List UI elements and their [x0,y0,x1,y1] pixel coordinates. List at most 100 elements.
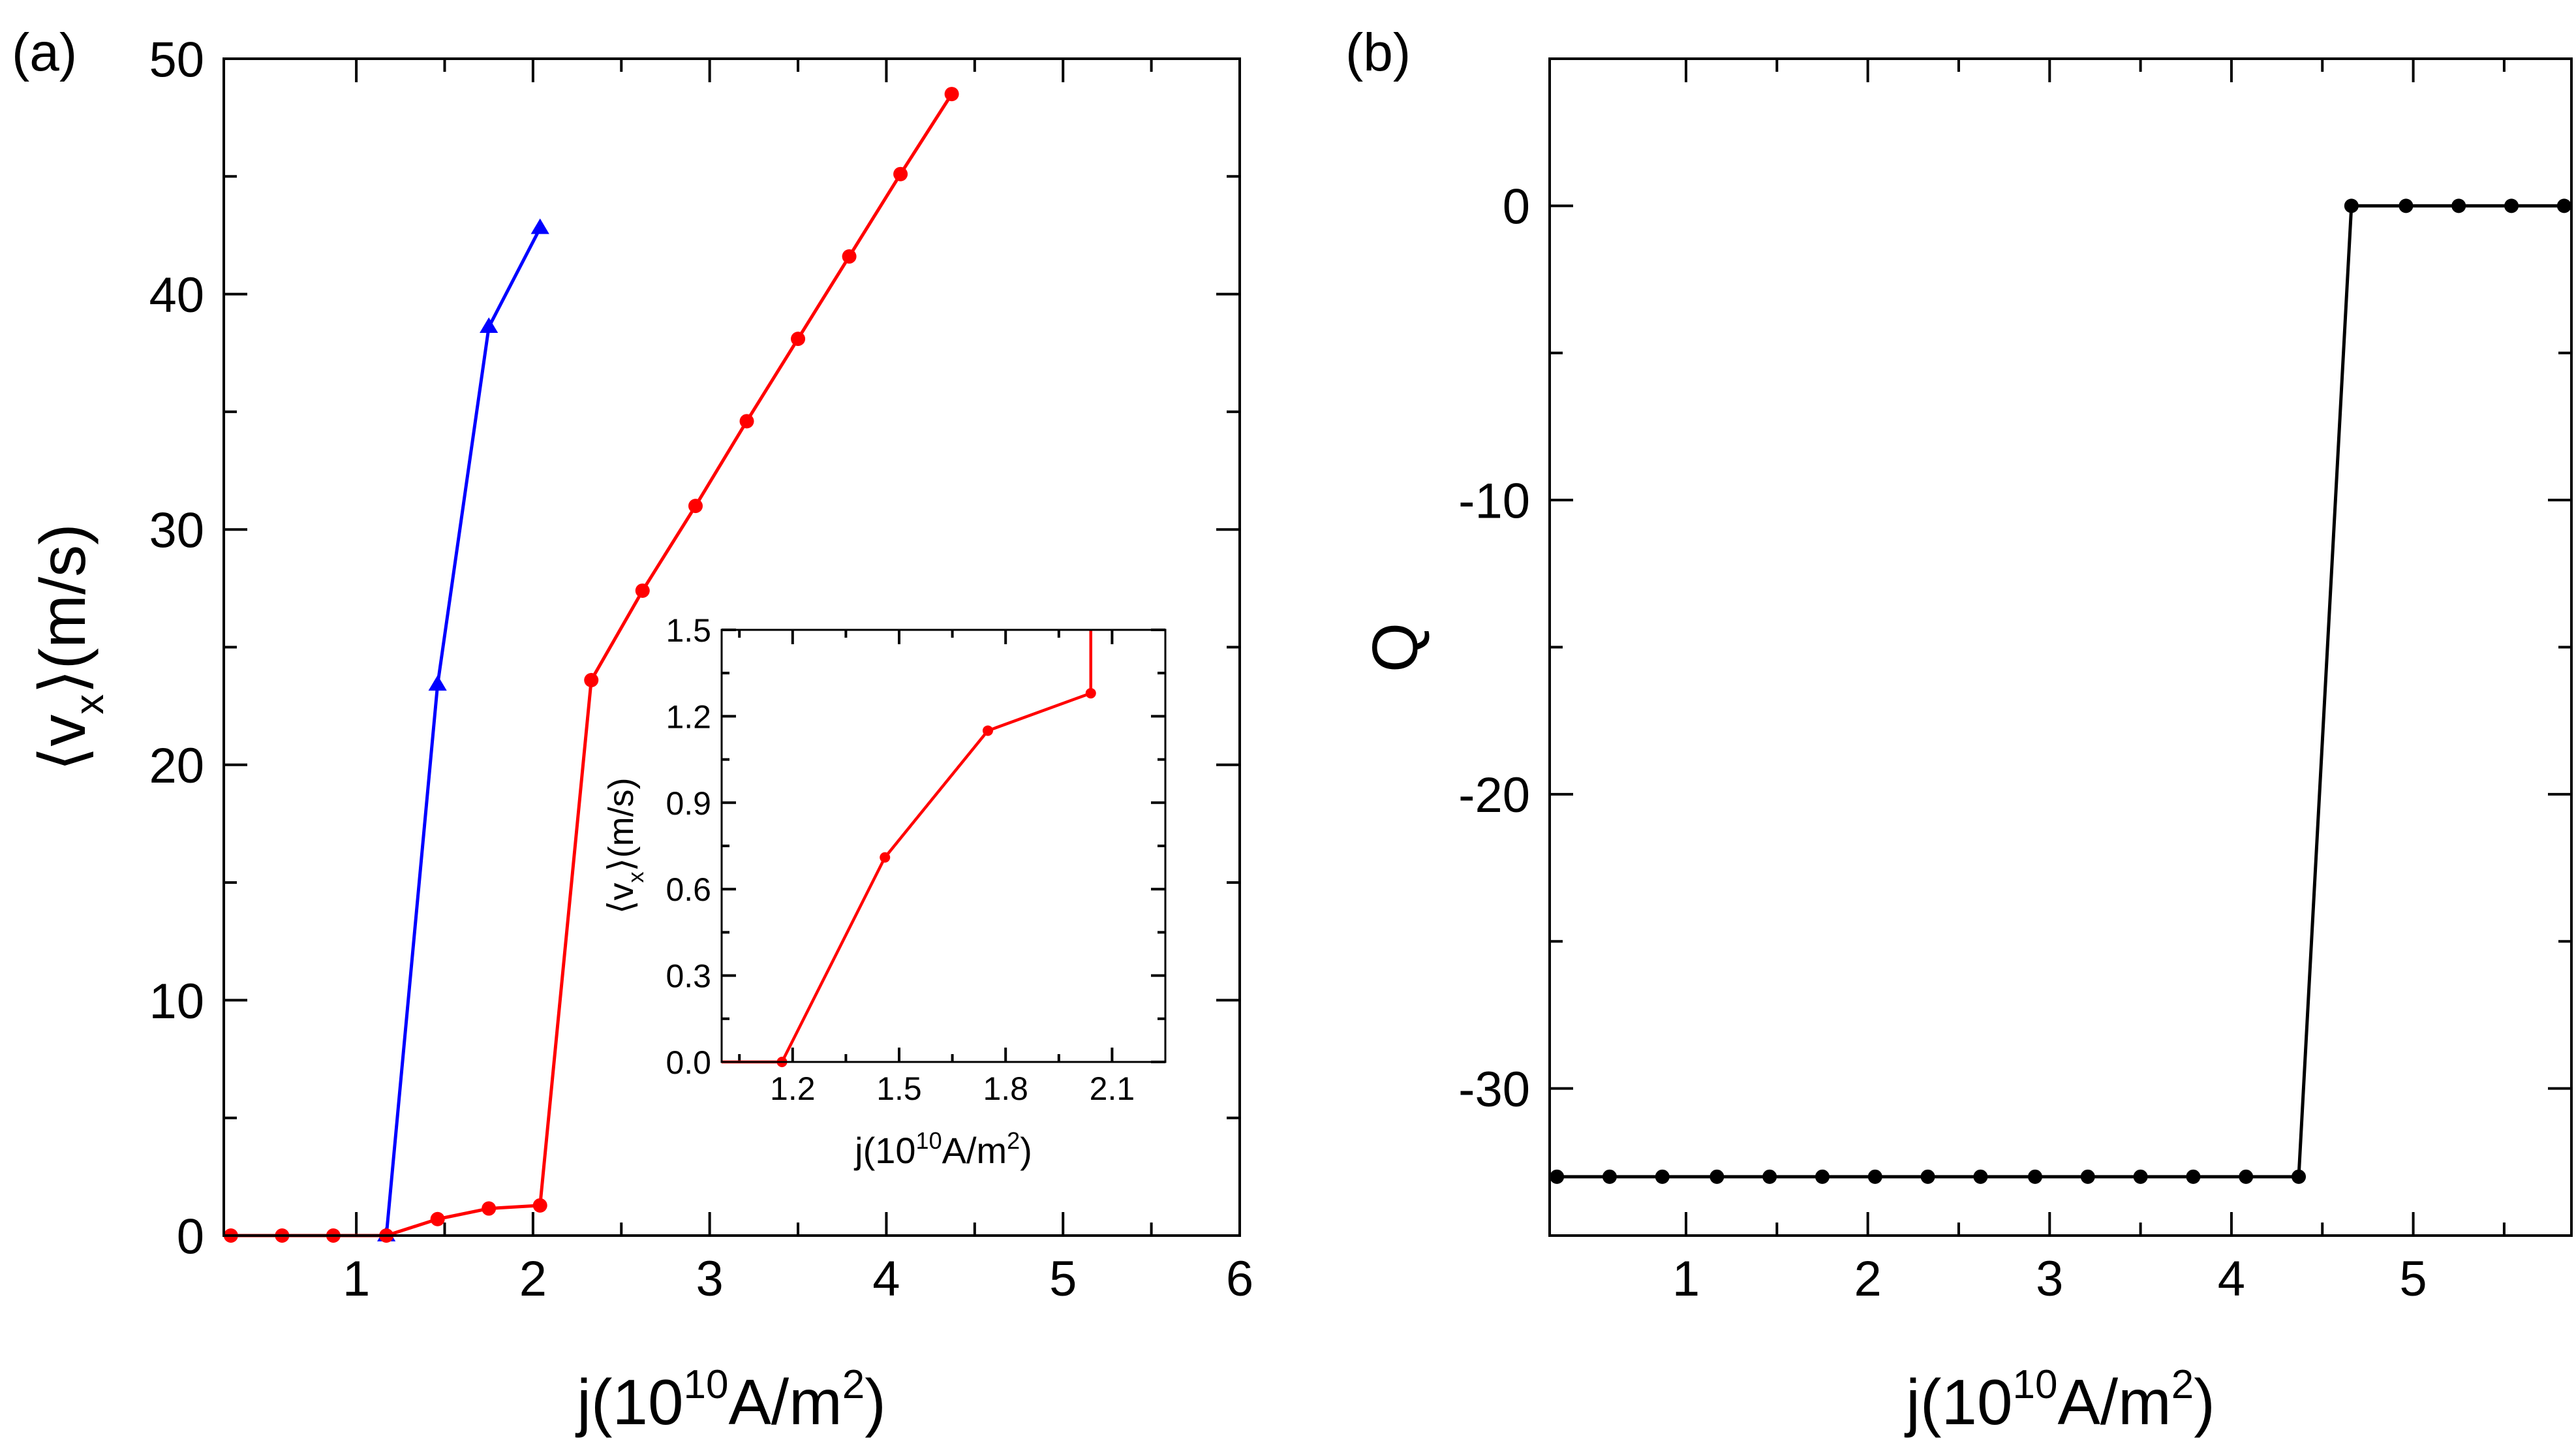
panel-a-ytick-label: 10 [149,974,204,1029]
panel-b-Q-line [1557,204,2564,1179]
panel-b-Q-point [2239,1169,2254,1184]
panel-b-Q-point [1602,1169,1617,1184]
panel-b-ylabel: Q [1359,623,1431,672]
panel-b-Q-point [2292,1169,2307,1184]
inset-red-point [1085,688,1096,699]
inset-ytick-label: 0.6 [666,871,711,908]
panel-a-xtick-label: 5 [1049,1251,1077,1307]
inset-xtick-label: 2.1 [1090,1070,1135,1107]
panel-b-Q-point [2451,198,2466,213]
panel-a-red-point [688,499,703,514]
panel-a-frame [222,57,1241,1237]
inset-xlabel: j(1010A/m2) [853,1127,1032,1171]
panel-a-ylabel-rb: ⟩(m/s) [27,523,99,694]
panel-a-xlabel-end: ) [865,1366,886,1438]
panel-a-xtick-label: 3 [696,1251,724,1307]
inset-xtick-label: 1.5 [876,1070,922,1107]
panel-a-red-point [584,672,599,687]
panel-a-ytick-label: 0 [177,1209,204,1264]
panel-a-blue-point [480,317,498,333]
inset-ylabel-rb: ⟩(m/s) [602,777,641,871]
panel-b-Q-point [1550,1169,1565,1184]
panel-b-ticks [1550,59,2571,1236]
inset-ytick-label: 1.5 [666,612,711,649]
panel-b-Q-point [1762,1169,1777,1184]
panel-b-ytick-label: -20 [1458,768,1530,823]
panel-b-ytick-label: 0 [1503,179,1530,235]
panel-b-Q-point [2080,1169,2095,1184]
panel-a-ytick-label: 20 [149,738,204,794]
panel-a-red-point [430,1211,445,1226]
inset-ylabel: ⟨vx⟩(m/s) [602,777,649,914]
panel-a-tick-labels: 1 2 3 4 5 6 0 10 20 30 40 50 [149,32,1253,1307]
panel-a-ytick-label: 40 [149,268,204,323]
panel-a-ylabel: ⟨vx⟩(m/s) [27,523,112,771]
panel-b-xtick-label: 1 [1672,1251,1700,1307]
panel-a-xtick-label: 1 [343,1251,370,1307]
inset-xlabel-end: ) [1020,1130,1032,1171]
panel-a-xlabel-base: j(10 [575,1366,683,1438]
inset-xlabel-base: j(10 [853,1130,915,1171]
inset-ytick-label: 1.2 [666,698,711,735]
panel-b-ytick-label: -10 [1458,473,1530,529]
panel-a-blue-point [530,218,549,234]
panel-b-ytick-label: -30 [1458,1062,1530,1117]
panel-a-xlabel-exp2: 2 [842,1362,865,1407]
panel-b-xlabel-mid: A/m [2058,1366,2171,1438]
panel-b-xtick-label: 4 [2218,1251,2245,1307]
inset-background [722,630,1165,1062]
inset-red-point [983,725,993,736]
panel-a-inset: 1.2 1.5 1.8 2.1 0.0 0.3 0.6 0.9 1.2 1.5 j(1010A/m… [602,612,1167,1171]
panel-b-xlabel-exp2: 2 [2171,1362,2194,1407]
inset-ylabel-lb: ⟨v [602,882,641,914]
panel-b-Q-point [1920,1169,1935,1184]
panel-a-xlabel: j(1010A/m2) [575,1362,886,1438]
panel-a-red-point [944,87,959,102]
panel-b-xtick-label: 3 [2036,1251,2063,1307]
panel-a-xtick-label: 4 [872,1251,900,1307]
panel-b-xlabel-base: j(10 [1904,1366,2012,1438]
inset-red-point [880,852,891,863]
panel-b-Q-point [1710,1169,1725,1184]
inset-tick-labels: 1.2 1.5 1.8 2.1 0.0 0.3 0.6 0.9 1.2 1.5 [666,612,1135,1107]
panel-b-Q-point [2027,1169,2042,1184]
panel-b-Q-point [2504,198,2519,213]
panel-a-ytick-label: 30 [149,503,204,559]
inset-xtick-label: 1.2 [770,1070,816,1107]
inset-frame [720,629,1167,1063]
panel-b-tick-labels: 1 2 3 4 5 -30 -20 -10 0 [1458,179,2427,1307]
inset-xlabel-exp2: 2 [1007,1127,1020,1154]
panel-a-ylabel-sub: x [67,694,112,715]
panel-a-blue-line [384,227,542,1236]
panel-b-series [1550,198,2571,1184]
panel-a-red-point [532,1198,547,1213]
panel-b-frame [1548,57,2573,1237]
panel-b-Q-point [2556,198,2571,213]
panel-a-ylabel-lb: ⟨v [27,715,99,771]
panel-b-xlabel-exp: 10 [2013,1362,2058,1407]
panel-b-xlabel-end: ) [2194,1366,2215,1438]
panel-a-xtick-label: 6 [1226,1251,1253,1307]
panel-a-red-point [842,249,857,264]
panel-b-Q-point [1867,1169,1882,1184]
inset-xtick-label: 1.8 [983,1070,1028,1107]
panel-a-red-point [635,583,650,598]
panel-b-label: (b) [1345,23,1411,82]
panel-b-Q-point [1973,1169,1988,1184]
panel-b-xtick-label: 5 [2399,1251,2427,1307]
panel-b-xlabel: j(1010A/m2) [1904,1362,2215,1438]
panel-a-red-point [739,414,754,429]
panel-b-Q-point [2186,1169,2201,1184]
panel-a-label: (a) [12,23,77,82]
panel-a-red-point [482,1201,497,1216]
panel-b-Q-point [2399,198,2414,213]
panel-b-Q-point [1655,1169,1670,1184]
panel-a-ytick-label: 50 [149,32,204,87]
panel-b-xtick-label: 2 [1854,1251,1881,1307]
panel-b-Q-point [1815,1169,1830,1184]
panel-a-red-point [791,332,806,347]
panel-b: (b) 1 2 3 4 5-30-20-100 j(1010A/m2) Q [1345,23,2573,1438]
panel-a-blue-point [428,675,447,691]
